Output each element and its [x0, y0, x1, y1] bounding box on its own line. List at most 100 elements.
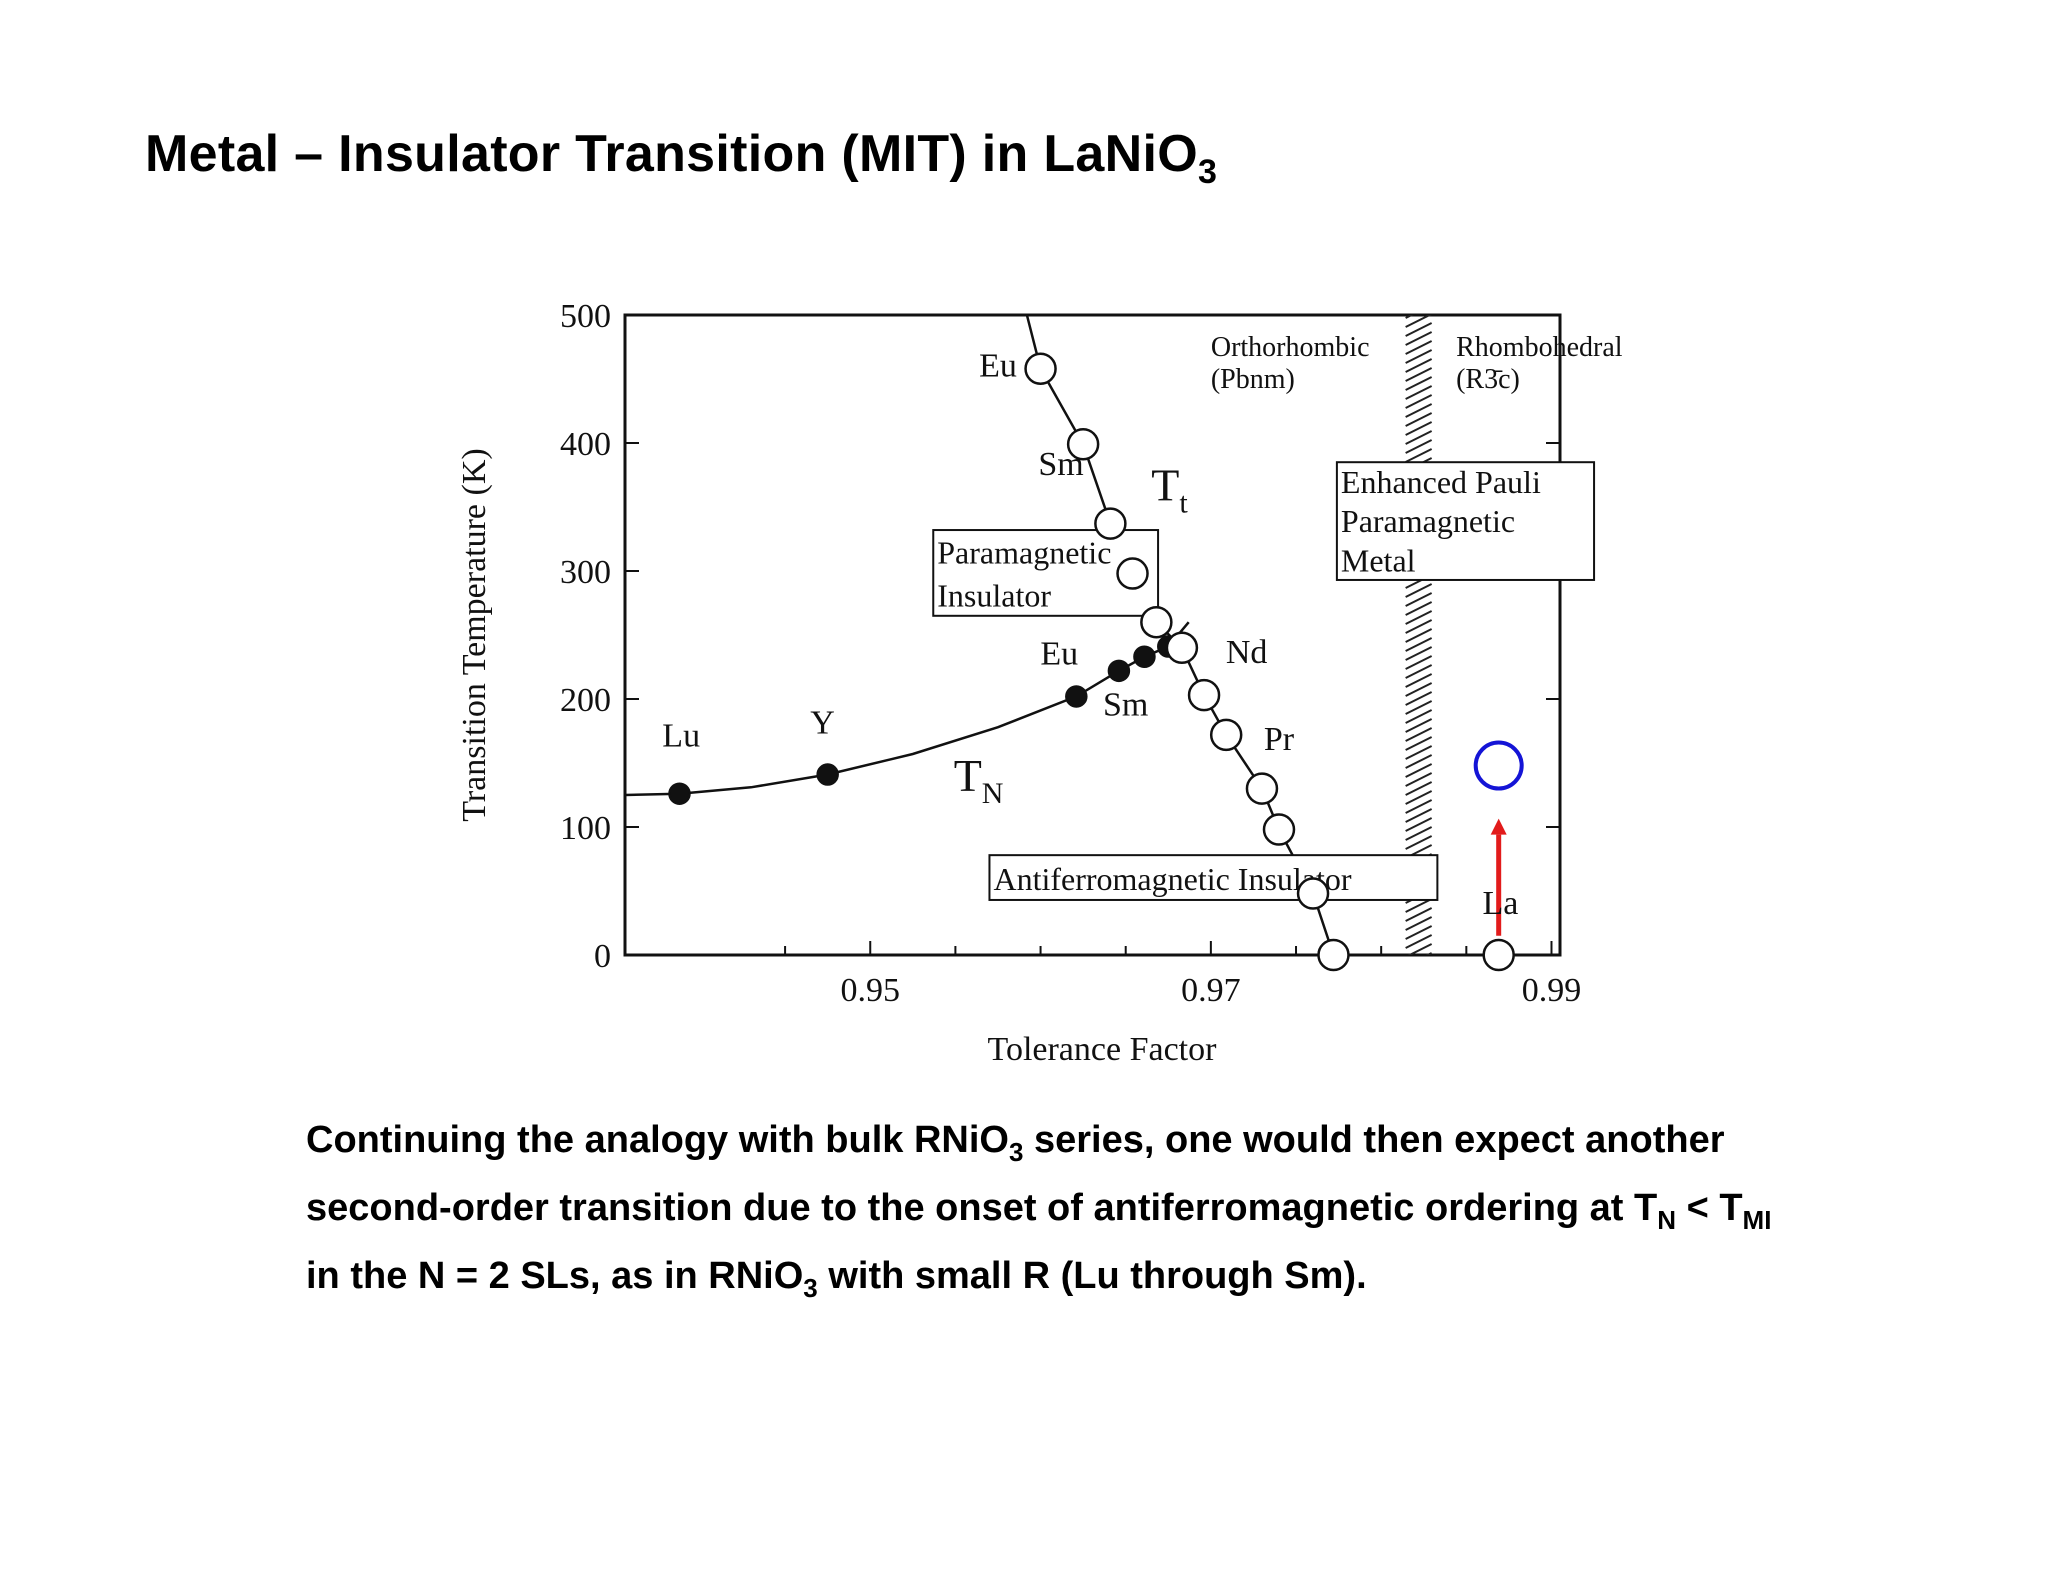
caption-line3-text: in the N = 2 SLs, as in RNiO — [306, 1255, 804, 1297]
point-label-nd: Nd — [1226, 634, 1268, 671]
plot-frame — [623, 313, 1562, 957]
region-label-line: Rhombohedral — [1456, 332, 1623, 363]
hatch-line — [1405, 925, 1433, 940]
hatch-line — [1405, 808, 1433, 823]
caption-line2-subscript-n: N — [1657, 1205, 1677, 1235]
hatch-line — [1405, 781, 1433, 796]
hatch-line — [1405, 709, 1433, 724]
hatch-line — [1405, 592, 1433, 607]
hatch-line — [1405, 934, 1433, 949]
region-box — [988, 854, 1439, 901]
point-label-lu: Lu — [662, 717, 700, 754]
phase-diagram-chart: 0 100 200 300 400 500 0.95 0.97 0.99 Paramagneti… — [456, 298, 1623, 1068]
caption-line2-text-2: < T — [1676, 1187, 1743, 1229]
point-label-eu: Eu — [1040, 635, 1078, 672]
caption: Continuing the analogy with bulk RNiO3 s… — [306, 1112, 1986, 1316]
y-tick-label: 0 — [594, 938, 611, 975]
tt-data-point — [1140, 605, 1173, 639]
hatch-line — [1407, 943, 1433, 955]
y-tick-label: 200 — [560, 682, 611, 719]
region-label-line: Orthorhombic — [1211, 332, 1370, 363]
tt-data-point — [1094, 507, 1127, 540]
region-label-line: (Pbnm) — [1211, 364, 1295, 395]
arrow-head — [1490, 818, 1507, 835]
hatch-line — [1405, 790, 1433, 805]
hatch-line — [1405, 673, 1433, 688]
caption-line1-text-2: series, one would then expect another — [1023, 1119, 1725, 1161]
hatch-line — [1405, 727, 1433, 742]
tt-data-point — [1245, 772, 1279, 805]
hatch-line — [1405, 358, 1433, 373]
tn-data-point — [1133, 645, 1156, 669]
hatch-line — [1405, 763, 1433, 778]
tn-data-point — [668, 782, 691, 805]
highlight-point — [1473, 740, 1524, 791]
slide-title: Metal – Insulator Transition (MIT) in La… — [145, 124, 1217, 192]
caption-line1-text: Continuing the analogy with bulk RNiO — [306, 1119, 1009, 1161]
hatch-line — [1405, 376, 1433, 391]
hatch-line — [1405, 718, 1433, 733]
y-tick-label: 300 — [560, 554, 611, 591]
hatch-line — [1405, 826, 1433, 841]
tt-data-point — [1066, 428, 1100, 461]
hatch-line — [1405, 421, 1433, 436]
hatch-line — [1405, 412, 1433, 427]
caption-line2-subscript-mi: MI — [1742, 1205, 1772, 1235]
point-label-la: La — [1482, 885, 1518, 922]
hatch-line — [1405, 315, 1414, 319]
hatch-line — [1405, 367, 1433, 382]
hatch-line — [1405, 799, 1433, 814]
hatch-line — [1405, 331, 1433, 346]
hatch-line — [1405, 583, 1433, 598]
hatch-line — [1405, 745, 1433, 760]
region-label-line: Paramagnetic — [1341, 503, 1515, 539]
hatch-line — [1405, 322, 1433, 337]
hatch-line — [1405, 835, 1433, 850]
hatch-line — [1405, 736, 1433, 751]
hatch-line — [1405, 403, 1433, 418]
curve-label-tt: Tt — [1151, 460, 1188, 520]
caption-line1-subscript: 3 — [1008, 1137, 1024, 1167]
hatch-line — [1405, 664, 1433, 679]
hatch-line — [1405, 772, 1433, 787]
hatch-line — [1405, 430, 1433, 445]
point-label-sm: Sm — [1038, 446, 1083, 483]
caption-line3-text-2: with small R (Lu through Sm). — [817, 1255, 1367, 1297]
tt-data-point — [1317, 938, 1350, 972]
hatch-line — [1405, 754, 1433, 769]
region-label-line: Paramagnetic — [937, 534, 1111, 570]
hatch-line — [1405, 628, 1433, 643]
x-tick-label: 0.97 — [1181, 972, 1241, 1009]
y-tick-label: 400 — [560, 426, 611, 463]
tt-data-point — [1296, 877, 1330, 910]
hatch-line — [1405, 385, 1433, 400]
x-tick-label: 0.99 — [1522, 972, 1582, 1009]
hatch-line — [1405, 916, 1433, 931]
point-label-pr: Pr — [1264, 721, 1295, 758]
hatch-line — [1405, 700, 1433, 715]
x-axis-title: Tolerance Factor — [988, 1031, 1218, 1068]
caption-line3-subscript: 3 — [803, 1273, 818, 1303]
hatch-line — [1405, 637, 1433, 652]
region-label-line: Metal — [1341, 542, 1416, 578]
tt-data-point — [1024, 352, 1057, 386]
hatch-line — [1405, 394, 1433, 409]
tn-data-point — [1107, 659, 1131, 683]
region-box — [1335, 461, 1596, 581]
tt-data-point — [1165, 631, 1199, 665]
hatch-line — [1405, 439, 1433, 454]
region-orthorhombic: Orthorhombic(Pbnm) — [1211, 332, 1370, 395]
region-antiferromagnetic-insulator: Antiferromagnetic Insulator — [988, 854, 1439, 901]
hatch-line — [1405, 907, 1433, 922]
region-label-line: (R3̄c) — [1456, 364, 1520, 395]
point-label-y: Y — [810, 705, 835, 742]
point-label-eu: Eu — [979, 347, 1017, 384]
region-label-line: Antiferromagnetic Insulator — [993, 861, 1351, 897]
hatch-line — [1405, 610, 1433, 625]
hatch-line — [1405, 898, 1433, 913]
curve-label-tn: TN — [954, 750, 1004, 810]
y-axis-title: Transition Temperature (K) — [456, 448, 493, 821]
y-tick-label: 500 — [560, 298, 611, 335]
hatch-line — [1405, 448, 1433, 463]
